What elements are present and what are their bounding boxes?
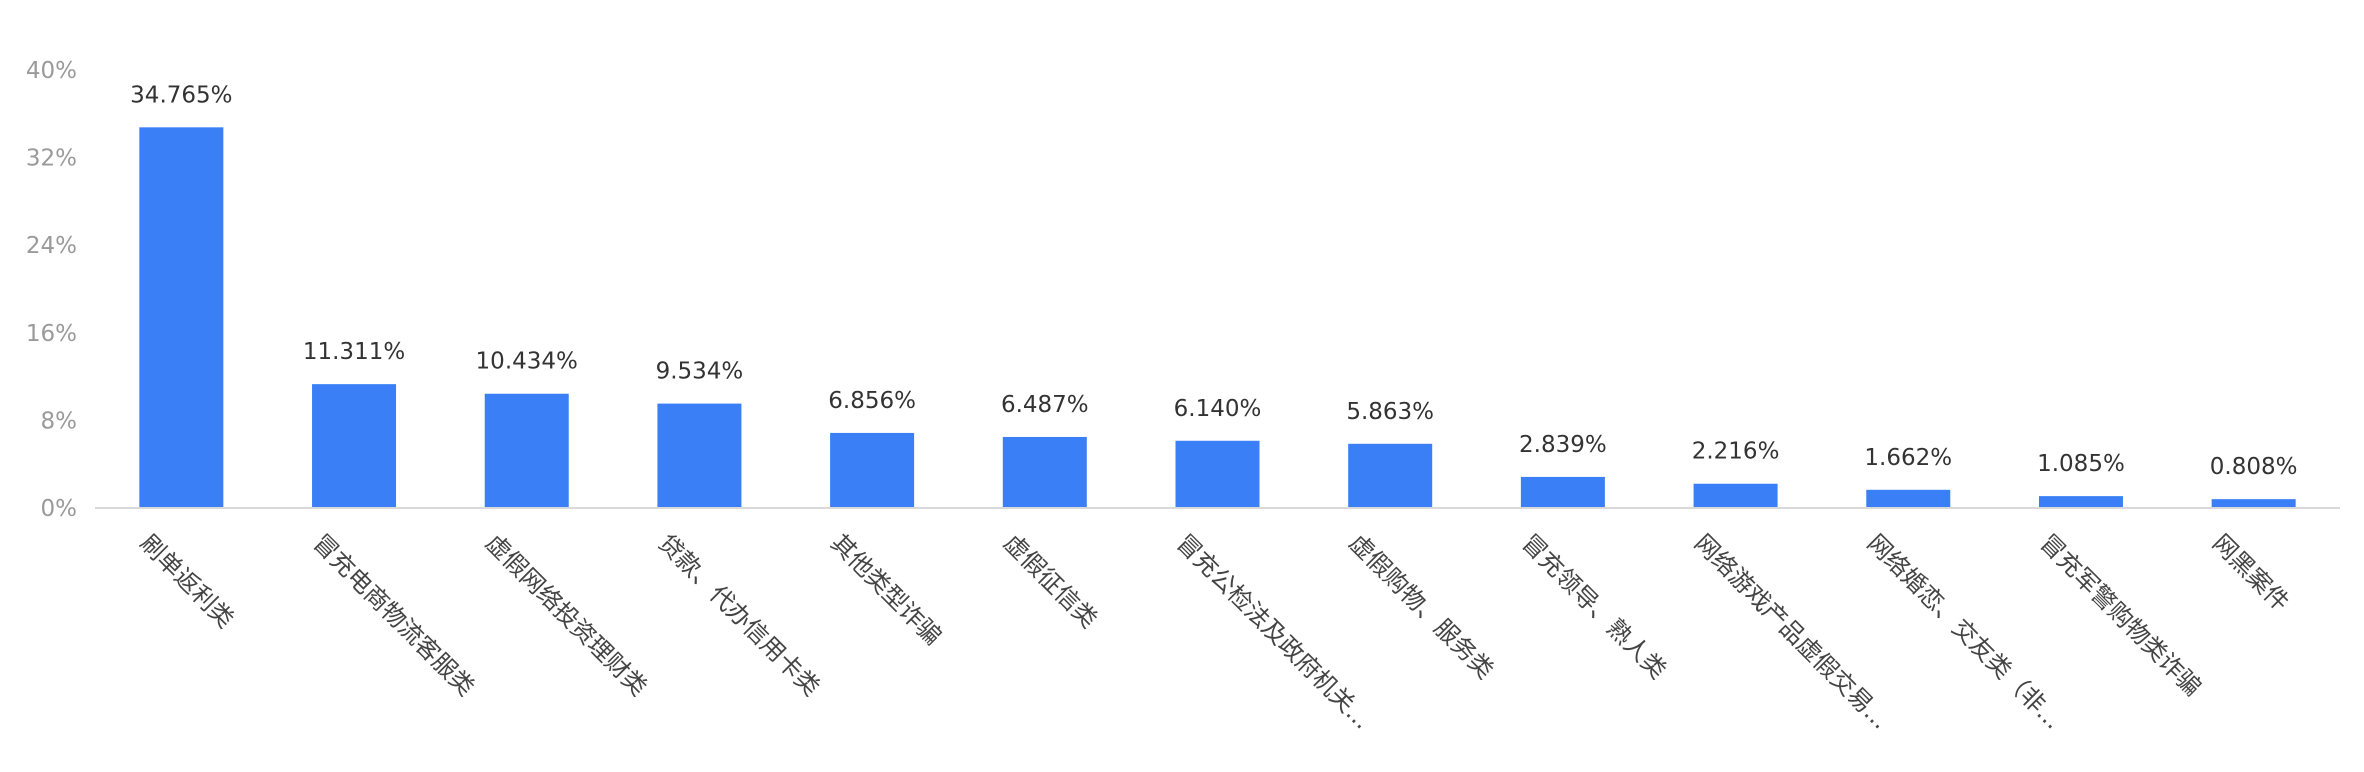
bar[interactable] xyxy=(2038,496,2123,508)
bar[interactable] xyxy=(2211,499,2296,508)
data-label: 6.140% xyxy=(1174,396,1262,422)
x-tick-label: 虚假网络投资理财类 xyxy=(480,529,653,702)
x-axis-labels: 刷单返利类 冒充电商物流客服类 虚假网络投资理财类 贷款、代办信用卡类 其他类型诈骗 虚假… xyxy=(135,529,2295,735)
bar[interactable] xyxy=(1520,476,1605,508)
bar[interactable] xyxy=(1866,489,1951,508)
x-tick-label: 冒充军警购物类诈骗 xyxy=(2034,529,2207,702)
y-axis: 0% 8% 16% 24% 32% 40% xyxy=(26,58,77,522)
bar[interactable] xyxy=(1693,483,1778,508)
bar[interactable] xyxy=(1348,443,1433,508)
y-tick-label: 8% xyxy=(41,408,78,434)
data-label: 0.808% xyxy=(2210,454,2298,480)
data-label: 1.085% xyxy=(2037,451,2125,477)
data-label: 5.863% xyxy=(1346,399,1434,425)
data-label: 1.662% xyxy=(1864,445,1952,471)
data-label: 9.534% xyxy=(656,359,744,385)
x-tick-label: 贷款、代办信用卡类 xyxy=(653,529,826,702)
x-tick-label: 冒充领导、熟人类 xyxy=(1516,529,1672,685)
x-tick-label: 冒充公检法及政府机关... xyxy=(1171,529,1377,735)
y-tick-label: 40% xyxy=(26,58,77,84)
y-tick-label: 16% xyxy=(26,321,77,347)
x-tick-label: 冒充电商物流客服类 xyxy=(307,529,480,702)
data-label: 6.856% xyxy=(828,388,916,414)
bar[interactable] xyxy=(657,403,742,508)
bar[interactable] xyxy=(484,393,569,508)
data-label: 6.487% xyxy=(1001,392,1089,418)
data-labels: 34.765% 11.311% 10.434% 9.534% 6.856% 6.487% 6… xyxy=(130,82,2297,480)
data-label: 10.434% xyxy=(476,349,578,375)
x-tick-label: 网络游戏产品虚假交易... xyxy=(1689,529,1895,735)
x-tick-label: 虚假征信类 xyxy=(998,529,1103,634)
x-tick-label: 网络婚恋、交友类（非... xyxy=(1862,529,2068,735)
bar[interactable] xyxy=(1002,436,1087,508)
x-tick-label: 虚假购物、服务类 xyxy=(1344,529,1500,685)
data-label: 2.216% xyxy=(1692,439,1780,465)
data-label: 2.839% xyxy=(1519,432,1607,458)
x-tick-label: 刷单返利类 xyxy=(135,529,240,634)
bar[interactable] xyxy=(1175,440,1260,508)
data-label: 11.311% xyxy=(303,339,405,365)
x-tick-label: 其他类型诈骗 xyxy=(825,529,947,651)
y-tick-label: 32% xyxy=(26,146,77,172)
bar[interactable] xyxy=(139,127,224,509)
bar-series xyxy=(139,127,2296,509)
y-tick-label: 0% xyxy=(41,496,78,522)
x-tick-label: 网黑案件 xyxy=(2207,529,2295,617)
data-label: 34.765% xyxy=(130,82,232,108)
y-tick-label: 24% xyxy=(26,233,77,259)
bar[interactable] xyxy=(830,432,915,508)
bar[interactable] xyxy=(312,384,397,508)
